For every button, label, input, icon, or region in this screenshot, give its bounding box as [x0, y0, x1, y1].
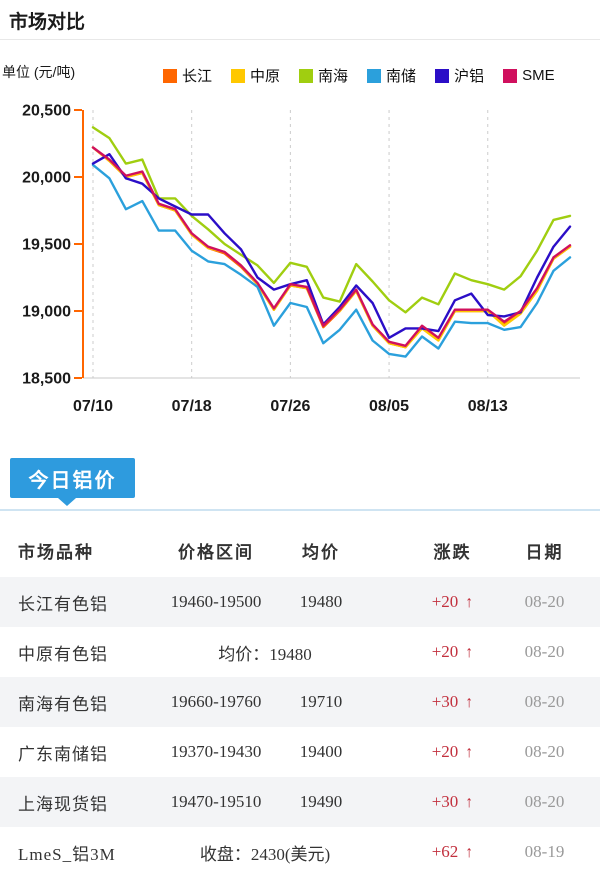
cell-date: 08-20 — [524, 642, 565, 661]
table-row: 长江有色铝 19460-19500 19480 +20 ↑ 08-20 — [0, 577, 600, 627]
x-tick-label: 08/05 — [369, 398, 409, 415]
legend-swatch-icon — [503, 68, 518, 83]
legend-label: SME — [522, 67, 555, 84]
y-axis-unit-label: 单位 (元/吨) — [2, 64, 76, 80]
legend-item-南海[interactable]: 南海 — [299, 65, 348, 86]
change-value: +20 — [431, 642, 459, 661]
up-arrow-icon: ↑ — [465, 744, 474, 761]
legend-label: 中原 — [250, 68, 281, 85]
up-arrow-icon: ↑ — [465, 844, 474, 861]
up-arrow-icon: ↑ — [465, 644, 474, 661]
legend-item-SME[interactable]: SME — [503, 67, 555, 84]
y-tick-label: 20,500 — [22, 103, 71, 120]
header-cell-avg: 均价 — [302, 543, 340, 562]
table-row: 广东南储铝 19370-19430 19400 +20 ↑ 08-20 — [0, 727, 600, 777]
up-arrow-icon: ↑ — [465, 794, 474, 811]
button-tail-pointer — [58, 498, 76, 506]
legend-swatch-icon — [367, 68, 382, 83]
cell-date: 08-20 — [524, 692, 565, 711]
series-line-南海 — [91, 126, 572, 314]
cell-merged-value: 均价：19480 — [218, 644, 312, 664]
change-value: +30 — [431, 692, 459, 711]
series-line-沪铝 — [91, 153, 572, 340]
cell-change: +20 ↑ — [370, 742, 515, 762]
x-tick-label: 07/10 — [73, 398, 113, 415]
cell-average-price: 19710 — [299, 692, 343, 711]
cell-change: +30 ↑ — [370, 692, 515, 712]
today-price-button[interactable]: 今日铝价 — [10, 458, 135, 506]
y-tick-label: 19,500 — [22, 237, 71, 254]
cell-date: 08-20 — [524, 742, 565, 761]
cell-market-name: 中原有色铝 — [18, 644, 108, 664]
legend-swatch-icon — [231, 68, 246, 83]
cell-date: 08-20 — [524, 792, 565, 811]
change-value: +20 — [431, 742, 459, 761]
cell-change: +20 ↑ — [370, 592, 515, 612]
page-title: 市场对比 — [9, 12, 86, 33]
legend-item-沪铝[interactable]: 沪铝 — [435, 65, 484, 86]
x-tick-label: 08/13 — [468, 398, 508, 415]
up-arrow-icon: ↑ — [465, 694, 474, 711]
legend-item-中原[interactable]: 中原 — [231, 65, 280, 86]
legend-item-南储[interactable]: 南储 — [367, 65, 416, 86]
cell-change: +30 ↑ — [370, 792, 515, 812]
cell-market-name: 南海有色铝 — [18, 694, 108, 714]
cell-merged-value: 收盘：2430(美元) — [199, 844, 331, 864]
cell-date: 08-20 — [524, 592, 565, 611]
y-tick-label: 18,500 — [22, 371, 71, 388]
x-tick-label: 07/26 — [270, 398, 310, 415]
today-price-button-label: 今日铝价 — [28, 469, 117, 492]
cell-average-price: 19490 — [299, 792, 343, 811]
y-tick-label: 20,000 — [22, 170, 71, 187]
cell-price-range: 19370-19430 — [170, 742, 262, 761]
cell-market-name: 广东南储铝 — [18, 744, 108, 764]
cell-change: +62 ↑ — [370, 842, 515, 862]
change-value: +30 — [431, 792, 459, 811]
cell-date: 08-19 — [524, 842, 565, 861]
legend-swatch-icon — [163, 68, 177, 83]
change-value: +20 — [431, 592, 459, 611]
change-value: +62 — [431, 842, 459, 861]
cell-price-range: 19460-19500 — [170, 592, 262, 611]
today-price-table: 市场品种 价格区间 均价 涨跌 日期长江有色铝 19460-19500 19480 +20 ↑ 0… — [0, 524, 600, 877]
series-line-南储 — [91, 163, 572, 358]
header-cell-name: 市场品种 — [18, 543, 94, 562]
up-arrow-icon: ↑ — [465, 594, 474, 611]
cell-average-price: 19480 — [299, 592, 343, 611]
cell-change: +20 ↑ — [370, 642, 515, 662]
legend-label: 南储 — [386, 68, 417, 85]
y-tick-label: 19,000 — [22, 304, 71, 321]
section-divider — [0, 509, 600, 511]
header-cell-date: 日期 — [525, 543, 564, 562]
legend-swatch-icon — [435, 68, 450, 83]
cell-market-name: 长江有色铝 — [18, 594, 108, 614]
header-divider — [0, 39, 600, 40]
legend-swatch-icon — [299, 68, 314, 83]
cell-price-range: 19660-19760 — [170, 692, 262, 711]
cell-market-name: 上海现货铝 — [18, 794, 108, 814]
legend-label: 长江 — [182, 68, 213, 85]
table-row: 中原有色铝 均价：19480 +20 ↑ 08-20 — [0, 627, 600, 677]
cell-price-range: 19470-19510 — [170, 792, 262, 811]
cell-market-name: LmeS_铝3M — [18, 844, 116, 864]
price-line-chart: 18,500 19,000 19,500 20,000 20,500 07/10 07/18… — [22, 103, 580, 415]
table-row: 南海有色铝 19660-19760 19710 +30 ↑ 08-20 — [0, 677, 600, 727]
header-cell-range: 价格区间 — [178, 543, 254, 562]
legend-label: 南海 — [318, 68, 349, 85]
table-header-row: 市场品种 价格区间 均价 涨跌 日期 — [0, 524, 600, 577]
series-line-SME — [91, 146, 572, 348]
table-row: 上海现货铝 19470-19510 19490 +30 ↑ 08-20 — [0, 777, 600, 827]
header-cell-change: 涨跌 — [433, 543, 472, 562]
legend-label: 沪铝 — [454, 68, 485, 85]
legend-item-长江[interactable]: 长江 — [163, 65, 212, 86]
table-row: LmeS_铝3M 收盘：2430(美元) +62 ↑ 08-19 — [0, 827, 600, 877]
cell-average-price: 19400 — [299, 742, 343, 761]
chart-legend: 长江 中原 南海 南储 沪铝 SME — [163, 65, 555, 86]
x-tick-label: 07/18 — [172, 398, 212, 415]
